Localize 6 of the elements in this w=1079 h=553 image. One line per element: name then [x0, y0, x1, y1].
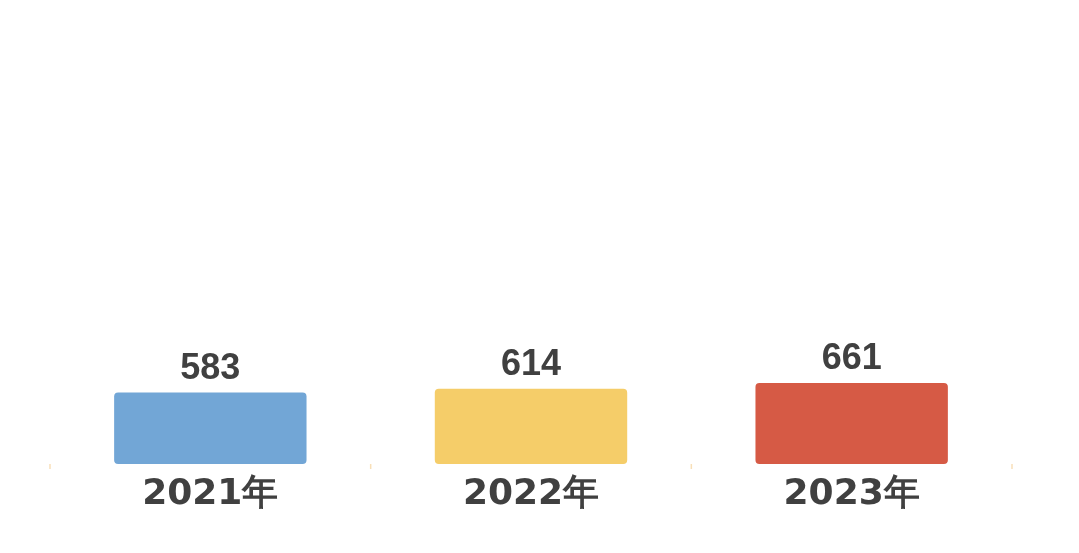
x-tick-label: 2022年 — [462, 471, 600, 512]
data-label: 583 — [180, 345, 241, 387]
x-tick-label: 2023年 — [783, 471, 920, 512]
data-label: 614 — [500, 341, 562, 383]
x-tick-label: 2021年 — [142, 471, 279, 512]
data-label: 661 — [821, 336, 882, 377]
